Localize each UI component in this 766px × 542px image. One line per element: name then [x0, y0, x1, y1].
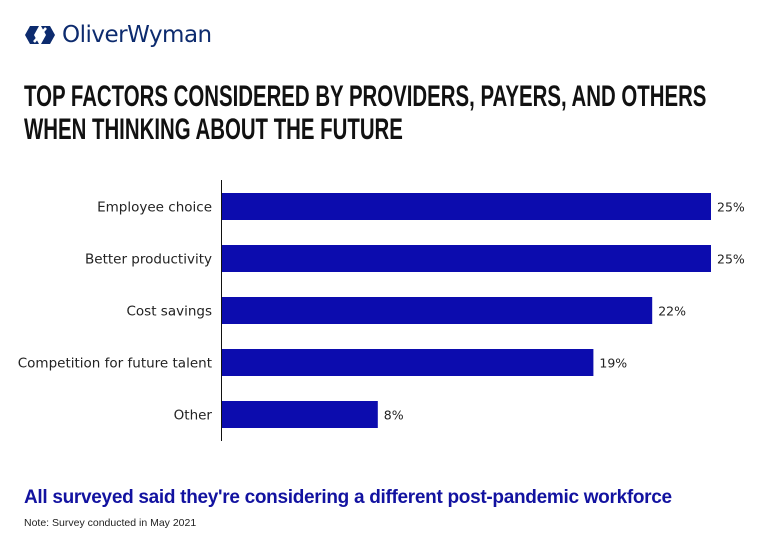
oliver-wyman-logo-icon — [25, 26, 55, 44]
chart-note: Note: Survey conducted in May 2021 — [24, 517, 197, 529]
data-label: 8% — [384, 408, 404, 423]
chart-title-line: WHEN THINKING ABOUT THE FUTURE — [24, 113, 403, 146]
chart-subtitle: All surveyed said they're considering a … — [24, 487, 672, 508]
bar — [221, 193, 711, 220]
data-label: 22% — [658, 304, 686, 319]
data-label: 19% — [599, 356, 627, 371]
bar — [221, 245, 711, 272]
logo: OliverWyman — [24, 22, 212, 48]
bar — [221, 349, 594, 376]
bar — [221, 297, 653, 324]
data-label: 25% — [717, 200, 745, 215]
category-label: Competition for future talent — [18, 356, 212, 372]
chart-title: TOP FACTORS CONSIDERED BY PROVIDERS, PAY… — [24, 80, 706, 146]
data-label: 25% — [717, 252, 745, 267]
bar-chart: Employee choice 25% Better productivity 25%… — [18, 180, 745, 441]
chart-title-line: TOP FACTORS CONSIDERED BY PROVIDERS, PAY… — [24, 80, 707, 113]
category-label: Employee choice — [97, 200, 212, 216]
category-label: Better productivity — [85, 252, 212, 268]
category-label: Other — [174, 408, 213, 424]
logo-text: OliverWyman — [62, 22, 212, 48]
category-label: Cost savings — [126, 304, 212, 320]
bar — [221, 401, 378, 428]
